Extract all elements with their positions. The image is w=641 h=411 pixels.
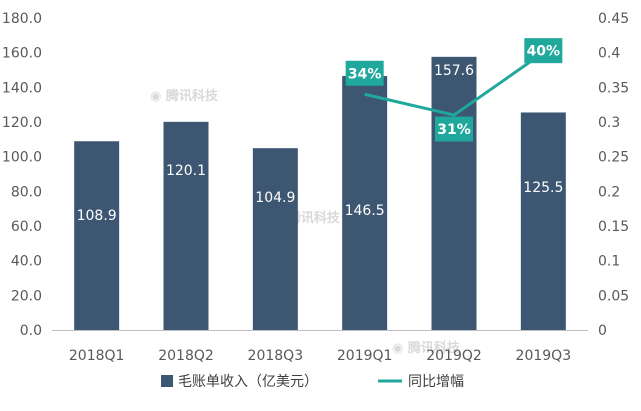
legend-bar-label: 毛账单收入（亿美元） (178, 374, 318, 390)
x-tick-label: 2019Q3 (516, 348, 572, 364)
legend: 毛账单收入（亿美元） 同比增幅 (161, 374, 464, 390)
x-tick-label: 2018Q3 (248, 348, 304, 364)
left-tick-label: 40.0 (11, 254, 42, 270)
right-tick-label: 0.2 (598, 184, 620, 200)
bar (520, 112, 566, 330)
bar (74, 141, 120, 330)
bar (342, 76, 388, 330)
bar-value-label: 157.6 (434, 63, 474, 79)
bars: 108.9 120.1 104.9 146.5 157.6 125.5 (74, 56, 566, 331)
left-tick-label: 120.0 (2, 115, 42, 131)
left-tick-label: 80.0 (11, 184, 42, 200)
right-tick-label: 0.4 (598, 46, 620, 62)
growth-label: 34% (348, 66, 382, 82)
right-tick-label: 0.45 (598, 11, 629, 27)
right-tick-label: 0.05 (598, 288, 629, 304)
legend-bar-swatch (161, 375, 173, 387)
bar-value-label: 146.5 (345, 203, 385, 219)
watermark-text: ◉ 腾讯科技 (392, 340, 461, 356)
growth-label-box (345, 60, 384, 86)
legend-line-label: 同比增幅 (408, 374, 464, 390)
bar-value-label: 125.5 (523, 180, 563, 196)
bar-value-label: 120.1 (166, 163, 206, 179)
bar-value-label: 108.9 (77, 208, 117, 224)
bar (431, 56, 477, 331)
growth-line (364, 51, 545, 117)
growth-line-layer: 34% 31% 40% (345, 38, 563, 142)
x-tick-label: 2018Q1 (69, 348, 125, 364)
left-tick-label: 0.0 (20, 323, 42, 339)
watermark-text: ◉ 腾讯科技 (150, 88, 219, 104)
bar (163, 121, 209, 331)
bar (252, 148, 298, 330)
x-tick-label: 2018Q2 (158, 348, 214, 364)
bar-value-label: 104.9 (255, 190, 295, 206)
left-tick-label: 140.0 (2, 80, 42, 96)
right-tick-label: 0.3 (598, 115, 620, 131)
right-tick-label: 0.25 (598, 150, 629, 166)
left-tick-label: 180.0 (2, 11, 42, 27)
growth-label: 31% (437, 122, 471, 138)
axes: 0.0 20.0 40.0 60.0 80.0 100.0 120.0 140.0 160.0 1… (2, 11, 629, 364)
right-tick-label: 0.1 (598, 254, 620, 270)
left-tick-label: 160.0 (2, 46, 42, 62)
x-tick-label: 2019Q2 (426, 348, 482, 364)
growth-label-box (435, 116, 473, 142)
right-tick-label: 0.15 (598, 219, 629, 235)
growth-label-box (524, 38, 563, 64)
left-tick-label: 60.0 (11, 219, 42, 235)
left-tick-label: 100.0 (2, 150, 42, 166)
growth-label: 40% (527, 44, 561, 60)
left-tick-label: 20.0 (11, 288, 42, 304)
right-tick-label: 0 (598, 323, 607, 339)
right-tick-label: 0.35 (598, 80, 629, 96)
x-tick-label: 2019Q1 (337, 348, 393, 364)
